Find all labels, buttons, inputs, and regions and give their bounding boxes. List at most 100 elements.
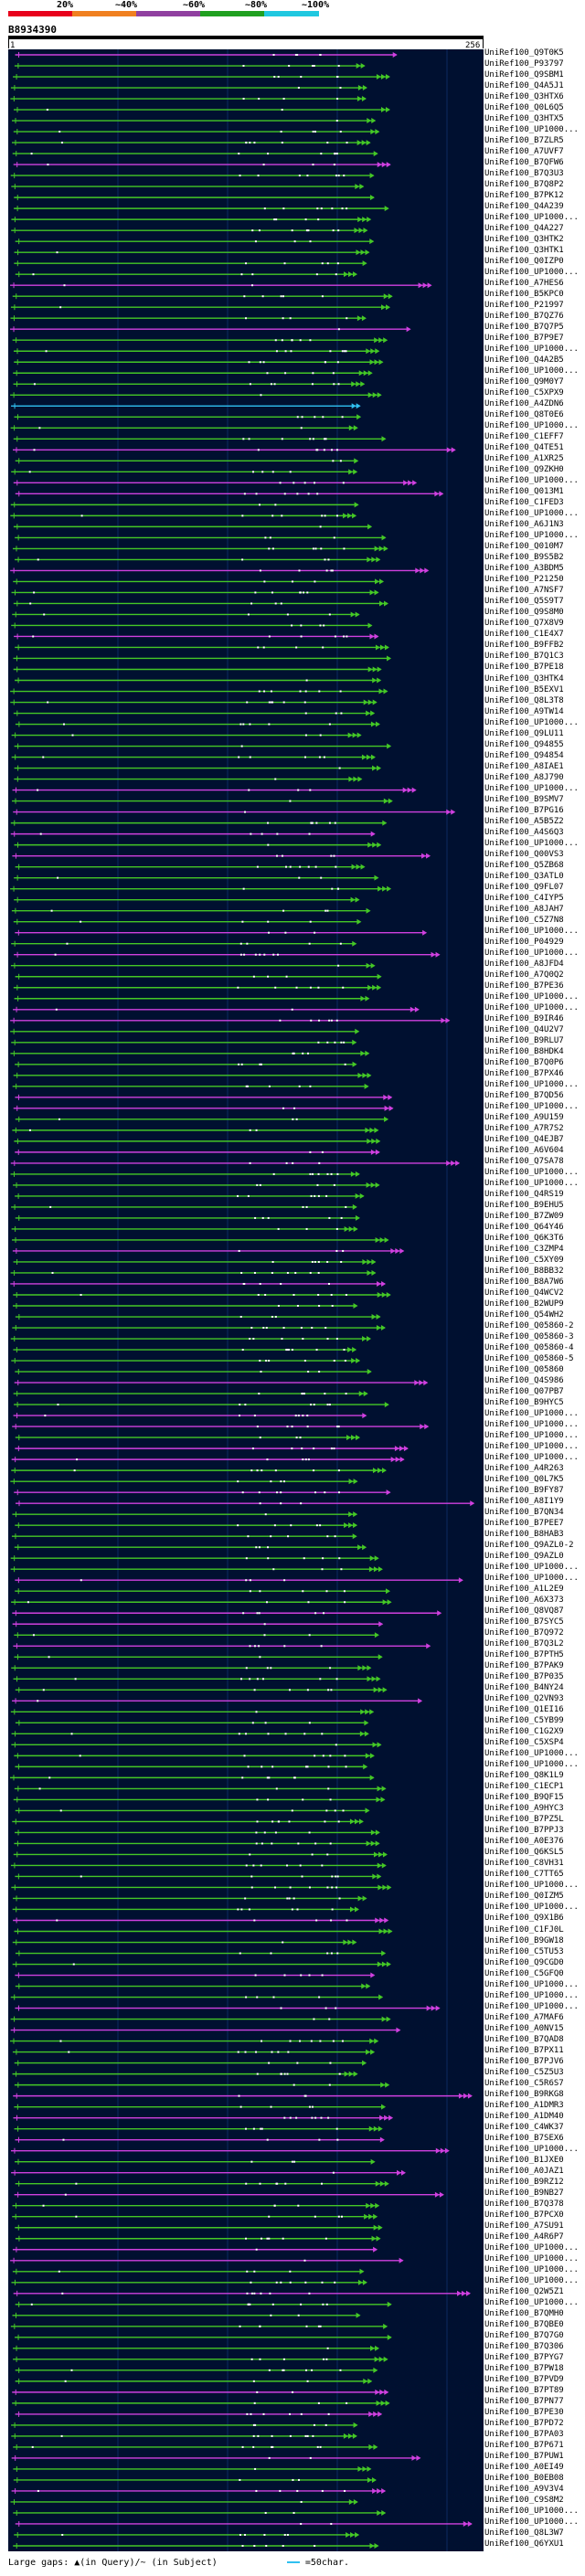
hit-label[interactable]: UniRef100_B7Q3L2	[484, 1639, 564, 1649]
hit-label[interactable]: UniRef100_B7PT89	[484, 2385, 564, 2395]
hit-label[interactable]: UniRef100_UP1000...	[484, 2264, 579, 2274]
hit-label[interactable]: UniRef100_B7Q306	[484, 2341, 564, 2351]
hit-label[interactable]: UniRef100_Q4A2B5	[484, 355, 564, 366]
hit-label[interactable]: UniRef100_B7PCX0	[484, 2210, 564, 2220]
hit-label[interactable]: UniRef100_B4NY24	[484, 1683, 564, 1693]
hit-label[interactable]: UniRef100_UP1000...	[484, 2001, 579, 2011]
hit-label[interactable]: UniRef100_UP1000...	[484, 1881, 579, 1891]
hit-label[interactable]: UniRef100_Q8K1L9	[484, 1771, 564, 1781]
hit-label[interactable]: UniRef100_A7UVF7	[484, 147, 564, 157]
hit-label[interactable]: UniRef100_Q9CGD0	[484, 1957, 564, 1967]
hit-label[interactable]: UniRef100_Q4WCV2	[484, 1288, 564, 1298]
hit-label[interactable]: UniRef100_Q64Y46	[484, 1222, 564, 1232]
hit-label[interactable]: UniRef100_UP1000...	[484, 1574, 579, 1584]
hit-label[interactable]: UniRef100_C7TT65	[484, 1870, 564, 1880]
hit-label[interactable]: UniRef100_UP1000...	[484, 838, 579, 848]
hit-label[interactable]: UniRef100_B7QZ76	[484, 312, 564, 322]
hit-label[interactable]: UniRef100_C5TU53	[484, 1946, 564, 1956]
hit-label[interactable]: UniRef100_Q6KSL5	[484, 1848, 564, 1858]
hit-label[interactable]: UniRef100_P21997	[484, 301, 564, 311]
hit-label[interactable]: UniRef100_B9IR46	[484, 1013, 564, 1023]
hit-label[interactable]: UniRef100_UP1000...	[484, 366, 579, 376]
hit-label[interactable]: UniRef100_B9S5B2	[484, 553, 564, 563]
hit-label[interactable]: UniRef100_A8J790	[484, 772, 564, 782]
hit-label[interactable]: UniRef100_Q9M0Y7	[484, 377, 564, 387]
hit-label[interactable]: UniRef100_A4R6P7	[484, 2231, 564, 2242]
hit-label[interactable]: UniRef100_C1ECP1	[484, 1782, 564, 1792]
hit-label[interactable]: UniRef100_Q6K3T6	[484, 1233, 564, 1243]
hit-label[interactable]: UniRef100_B9EHU5	[484, 1200, 564, 1210]
hit-label[interactable]: UniRef100_B5KPC0	[484, 290, 564, 300]
hit-label[interactable]: UniRef100_B9SMV7	[484, 794, 564, 804]
hit-label[interactable]: UniRef100_B8A7W6	[484, 1277, 564, 1287]
hit-label[interactable]: UniRef100_B2WUP9	[484, 1299, 564, 1309]
hit-label[interactable]: UniRef100_B7Q378	[484, 2199, 564, 2209]
hit-label[interactable]: UniRef100_B8BB32	[484, 1266, 564, 1276]
hit-label[interactable]: UniRef100_B8HDK4	[484, 1046, 564, 1056]
hit-label[interactable]: UniRef100_A0EI49	[484, 2462, 564, 2472]
hit-label[interactable]: UniRef100_UP1000...	[484, 1903, 579, 1913]
hit-label[interactable]: UniRef100_B7Q972	[484, 1628, 564, 1638]
hit-label[interactable]: UniRef100_B7QFW6	[484, 158, 564, 168]
hit-label[interactable]: UniRef100_UP1000...	[484, 2506, 579, 2516]
hit-label[interactable]: UniRef100_P93797	[484, 59, 564, 69]
hit-label[interactable]: UniRef100_UP1000...	[484, 2275, 579, 2285]
hit-label[interactable]: UniRef100_UP1000...	[484, 2517, 579, 2527]
hit-label[interactable]: UniRef100_A4ZDN6	[484, 399, 564, 409]
hit-label[interactable]: UniRef100_A4R263	[484, 1464, 564, 1474]
hit-label[interactable]: UniRef100_C5R6S7	[484, 2078, 564, 2088]
hit-label[interactable]: UniRef100_Q4A5J1	[484, 81, 564, 91]
hit-label[interactable]: UniRef100_A9TW14	[484, 706, 564, 716]
hit-label[interactable]: UniRef100_A6X373	[484, 1595, 564, 1606]
hit-label[interactable]: UniRef100_Q94855	[484, 739, 564, 749]
hit-label[interactable]: UniRef100_B7PAK9	[484, 1661, 564, 1671]
hit-label[interactable]: UniRef100_B7PVD9	[484, 2374, 564, 2384]
hit-label[interactable]: UniRef100_Q0L6Q5	[484, 103, 564, 113]
hit-label[interactable]: UniRef100_Q3HTK2	[484, 235, 564, 245]
hit-label[interactable]: UniRef100_UP1000...	[484, 783, 579, 793]
hit-label[interactable]: UniRef100_Q9S8M0	[484, 608, 564, 618]
hit-label[interactable]: UniRef100_UP1000...	[484, 268, 579, 278]
hit-label[interactable]: UniRef100_UP1000...	[484, 717, 579, 727]
hit-label[interactable]: UniRef100_B9HYC5	[484, 1398, 564, 1408]
hit-label[interactable]: UniRef100_Q3HTX5	[484, 114, 564, 124]
hit-label[interactable]: UniRef100_Q8L3W7	[484, 2528, 564, 2538]
hit-label[interactable]: UniRef100_B9RZ12	[484, 2177, 564, 2187]
hit-label[interactable]: UniRef100_Q9SBM1	[484, 70, 564, 80]
hit-label[interactable]: UniRef100_B9RKG8	[484, 2089, 564, 2099]
hit-label[interactable]: UniRef100_B0EB08	[484, 2473, 564, 2483]
hit-label[interactable]: UniRef100_Q05860-5	[484, 1354, 574, 1364]
hit-label[interactable]: UniRef100_UP1000...	[484, 991, 579, 1002]
hit-label[interactable]: UniRef100_B7PE30	[484, 2407, 564, 2417]
hit-label[interactable]: UniRef100_UP1000...	[484, 345, 579, 355]
hit-label[interactable]: UniRef100_B7PK12	[484, 191, 564, 201]
hit-label[interactable]: UniRef100_Q6YXU1	[484, 2539, 564, 2549]
hit-label[interactable]: UniRef100_B7PTH5	[484, 1650, 564, 1660]
hit-label[interactable]: UniRef100_A9U159	[484, 1112, 564, 1122]
hit-label[interactable]: UniRef100_C5Z5U3	[484, 2067, 564, 2077]
hit-label[interactable]: UniRef100_Q010M7	[484, 542, 564, 552]
hit-label[interactable]: UniRef100_B7PG16	[484, 805, 564, 815]
hit-label[interactable]: UniRef100_Q0IZP0	[484, 257, 564, 267]
hit-label[interactable]: UniRef100_B7PA03	[484, 2429, 564, 2439]
hit-label[interactable]: UniRef100_A8JFD4	[484, 959, 564, 969]
hit-label[interactable]: UniRef100_B7Q7P5	[484, 323, 564, 333]
hit-label[interactable]: UniRef100_UP1000...	[484, 1453, 579, 1463]
hit-label[interactable]: UniRef100_Q3HTX6	[484, 92, 564, 102]
hit-label[interactable]: UniRef100_B9NB27	[484, 2188, 564, 2198]
hit-label[interactable]: UniRef100_Q2VN93	[484, 1694, 564, 1704]
hit-label[interactable]: UniRef100_A8JAH7	[484, 904, 564, 914]
hit-label[interactable]: UniRef100_C5XSP4	[484, 1738, 564, 1748]
hit-label[interactable]: UniRef100_UP1000...	[484, 1979, 579, 1989]
hit-label[interactable]: UniRef100_Q9LU11	[484, 728, 564, 738]
hit-label[interactable]: UniRef100_A4S6Q3	[484, 827, 564, 837]
hit-label[interactable]: UniRef100_UP1000...	[484, 509, 579, 519]
hit-label[interactable]: UniRef100_UP1000...	[484, 926, 579, 936]
hit-label[interactable]: UniRef100_B1JXE0	[484, 2155, 564, 2165]
hit-label[interactable]: UniRef100_Q05860-3	[484, 1332, 574, 1342]
hit-label[interactable]: UniRef100_C1E4X7	[484, 630, 564, 640]
hit-label[interactable]: UniRef100_Q05860-2	[484, 1321, 574, 1331]
hit-label[interactable]: UniRef100_A7SU91	[484, 2221, 564, 2231]
hit-label[interactable]: UniRef100_B7QMH0	[484, 2308, 564, 2318]
hit-label[interactable]: UniRef100_C5GFQ0	[484, 1968, 564, 1978]
